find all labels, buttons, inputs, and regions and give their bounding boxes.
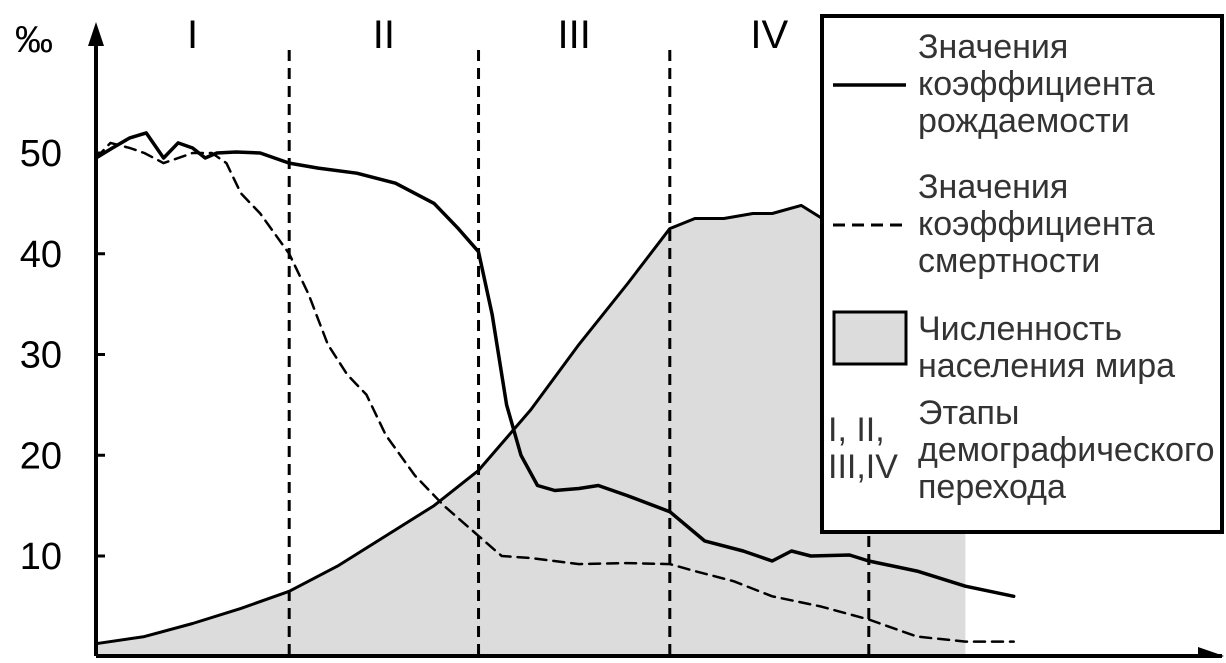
legend-entry-4-line-1: Этапы — [918, 394, 1019, 432]
legend-entry-4-line-2: демографического — [918, 431, 1215, 469]
legend-stages-symbol-line-2: III,IV — [828, 448, 898, 486]
legend-box — [820, 14, 1224, 534]
legend-entry-2-line-1: Значения — [918, 168, 1068, 206]
legend-entry-1-line-1: Значения — [918, 28, 1068, 66]
legend-entry-1-line-2: коэффициента — [918, 65, 1155, 103]
stage-label-4: IV — [750, 13, 788, 57]
legend-stages-symbol-line-1: I, II, — [828, 411, 885, 449]
y-tick-label-50: 50 — [20, 133, 62, 175]
stage-label-2: II — [373, 13, 395, 57]
birth-rate-line — [94, 131, 1016, 599]
legend-entry-3-line-2: населения мира — [918, 347, 1175, 385]
legend-entry-2-line-2: коэффициента — [918, 205, 1155, 243]
legend-symbol-area — [832, 310, 908, 366]
y-axis-arrow — [88, 22, 104, 46]
stage-label-3: III — [557, 13, 590, 57]
y-unit-label: ‰ — [15, 19, 53, 61]
y-tick-label-30: 30 — [20, 335, 62, 377]
x-axis-arrow — [1198, 647, 1224, 663]
stage-label-1: I — [187, 13, 198, 57]
legend-entry-2-line-3: смертности — [918, 242, 1100, 280]
legend-entry-3-line-1: Численность — [918, 310, 1122, 348]
legend-entry-4-line-3: перехода — [918, 468, 1066, 506]
population-area-fill — [96, 205, 966, 656]
y-tick-label-10: 10 — [20, 536, 62, 578]
death-rate-line — [94, 141, 1015, 643]
legend-entry-1-line-3: рождаемости — [918, 102, 1130, 140]
y-tick-label-20: 20 — [20, 435, 62, 477]
y-tick-label-40: 40 — [20, 234, 62, 276]
